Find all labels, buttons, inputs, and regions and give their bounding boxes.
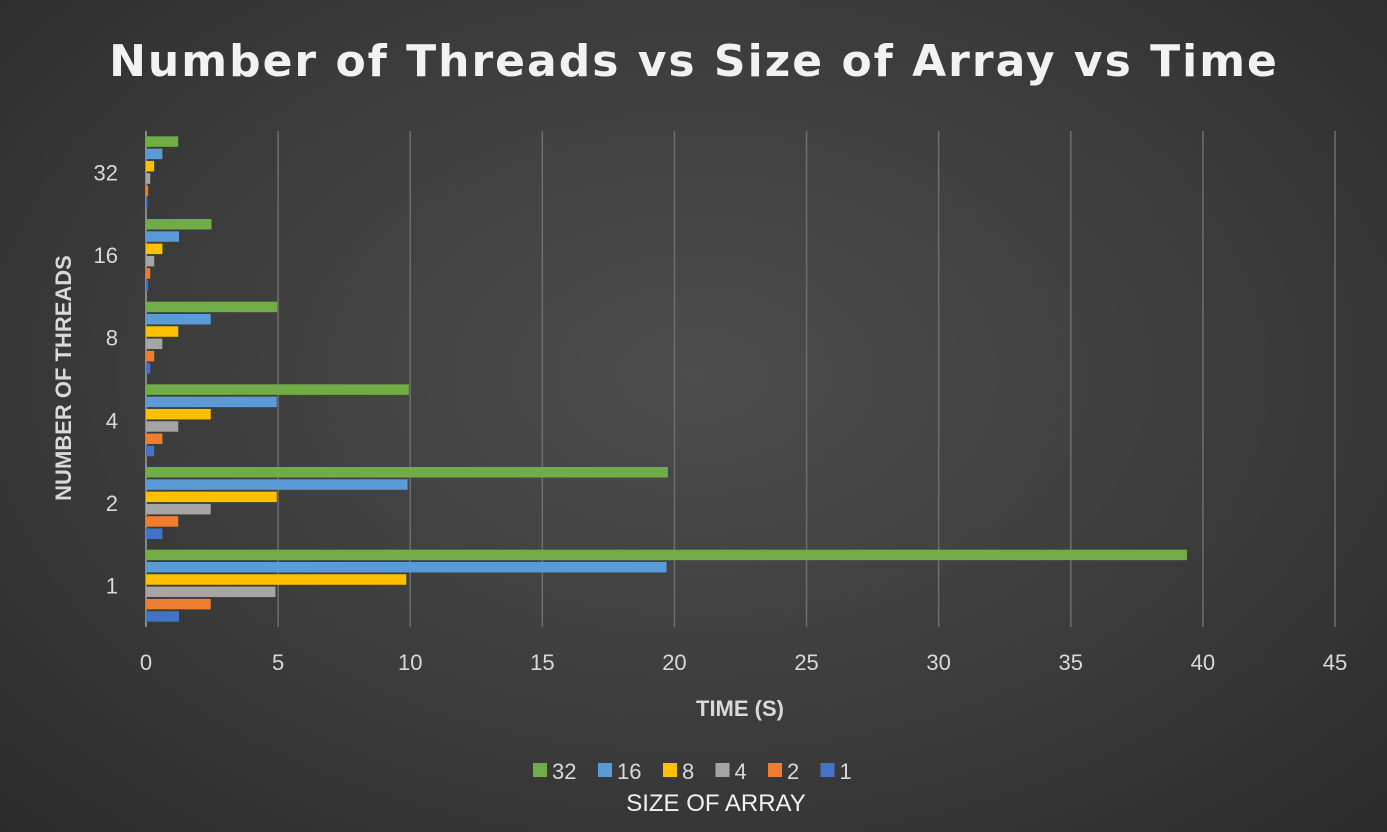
bar-threads-16-size-8 [146, 243, 163, 255]
bar-threads-1-size-16 [146, 561, 667, 573]
bar-threads-16-size-32 [146, 219, 212, 230]
bar-threads-8-size-8 [146, 326, 179, 337]
bar-threads-4-size-4 [146, 421, 179, 432]
legend-title: SIZE OF ARRAY [626, 790, 806, 817]
bar-threads-2-size-8 [146, 491, 277, 503]
bar-threads-8-size-2 [146, 350, 155, 362]
bar-threads-1-size-32 [146, 549, 1188, 561]
y-tick-label: 2 [106, 491, 118, 516]
bar-threads-8-size-32 [146, 301, 278, 313]
legend-label: 2 [787, 759, 799, 784]
y-axis-title: NUMBER OF THREADS [51, 255, 76, 501]
bar-threads-8-size-4 [146, 338, 163, 350]
bar-threads-16-size-1 [146, 280, 149, 291]
bar-threads-2-size-16 [146, 479, 408, 490]
bar-threads-1-size-1 [146, 611, 180, 622]
x-tick-label: 40 [1191, 650, 1215, 675]
x-tick-label: 30 [926, 650, 950, 675]
x-tick-label: 25 [794, 650, 818, 675]
legend-swatch-32 [533, 763, 547, 777]
bar-threads-32-size-4 [146, 173, 151, 184]
legend-swatch-8 [663, 763, 677, 777]
x-tick-label: 10 [398, 650, 422, 675]
legend-label: 1 [840, 759, 852, 784]
bar-threads-32-size-32 [146, 136, 179, 147]
legend: 32 16 8 4 2 1 [533, 759, 852, 784]
x-tick-label: 20 [662, 650, 686, 675]
bar-threads-16-size-2 [146, 268, 151, 279]
y-tick-label: 32 [94, 160, 118, 185]
bar-threads-4-size-8 [146, 408, 211, 420]
bar-threads-2-size-4 [146, 503, 211, 515]
bar-threads-1-size-2 [146, 598, 211, 610]
bar-threads-8-size-1 [146, 363, 151, 374]
bar-threads-2-size-2 [146, 516, 179, 527]
legend-label: 16 [617, 759, 641, 784]
bar-threads-4-size-2 [146, 433, 163, 445]
bar-threads-32-size-16 [146, 148, 163, 160]
x-tick-label: 45 [1323, 650, 1347, 675]
y-tick-label: 4 [106, 408, 118, 433]
chart-title: Number of Threads vs Size of Array vs Ti… [109, 36, 1279, 87]
y-tick-label: 16 [94, 243, 118, 268]
gridlines [145, 131, 1336, 627]
y-tick-label: 1 [106, 574, 118, 599]
bar-threads-1-size-8 [146, 574, 407, 585]
legend-swatch-1 [820, 763, 835, 777]
x-tick-label: 5 [272, 650, 284, 675]
bar-threads-32-size-8 [146, 160, 155, 172]
legend-swatch-2 [768, 763, 782, 777]
bar-threads-32-size-2 [146, 185, 149, 197]
bar-threads-8-size-16 [146, 313, 211, 325]
bar-threads-4-size-16 [146, 396, 277, 408]
bar-threads-1-size-4 [146, 586, 276, 598]
x-tick-label: 15 [530, 650, 554, 675]
y-tick-label: 8 [106, 326, 118, 351]
x-tick-label: 0 [140, 650, 152, 675]
legend-swatch-4 [715, 763, 730, 777]
bar-threads-2-size-32 [146, 467, 668, 478]
legend-label: 32 [552, 759, 576, 784]
bars [146, 136, 1188, 622]
y-tick-labels: 1 2 4 8 16 32 [94, 160, 118, 598]
legend-label: 4 [735, 759, 747, 784]
legend-label: 8 [682, 759, 694, 784]
bar-threads-16-size-4 [146, 255, 155, 267]
legend-swatch-16 [598, 763, 612, 777]
x-tick-labels: 0 5 10 15 20 25 30 35 40 45 [140, 650, 1347, 675]
bar-threads-4-size-1 [146, 445, 155, 457]
bar-threads-32-size-1 [146, 197, 148, 209]
bar-threads-2-size-1 [146, 528, 163, 539]
x-tick-label: 35 [1059, 650, 1083, 675]
x-axis-title: TIME (S) [696, 696, 784, 721]
bar-threads-4-size-32 [146, 384, 409, 395]
bar-threads-16-size-16 [146, 231, 180, 242]
